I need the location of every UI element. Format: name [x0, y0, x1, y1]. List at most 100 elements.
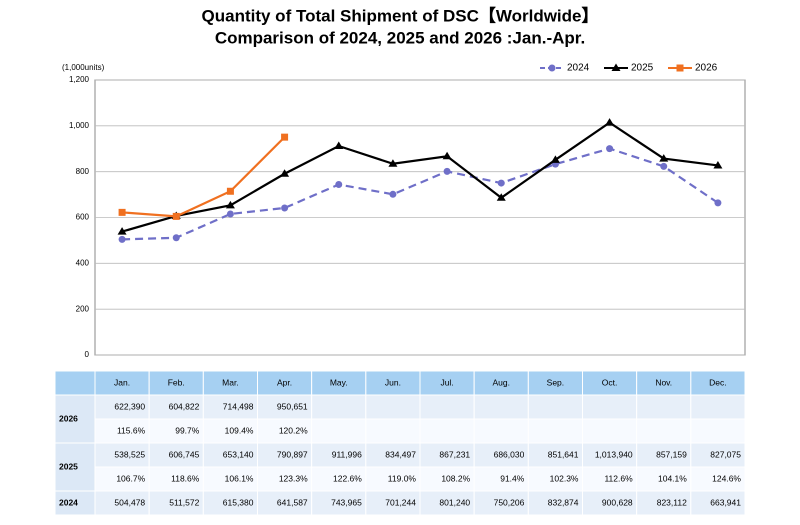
table-header-cell	[94, 370, 150, 396]
table-header-label: Jan.	[114, 377, 130, 387]
marker	[548, 64, 556, 72]
table-cell-text: 832,874	[548, 497, 579, 507]
table-cell-text: 123.3%	[279, 473, 308, 483]
table-cell-text: 118.6%	[171, 473, 200, 483]
table-row-label: 2026	[59, 413, 78, 423]
y-tick-label: 0	[85, 350, 90, 359]
marker	[118, 235, 126, 243]
table-cell	[148, 466, 204, 492]
table-cell-text: 653,140	[223, 449, 254, 459]
table-cell	[311, 442, 367, 468]
legend-label: 2024	[567, 63, 590, 74]
table-cell	[473, 490, 529, 516]
table-cell-text: 604,822	[169, 401, 200, 411]
table-cell	[311, 394, 367, 420]
table-cell	[527, 466, 583, 492]
marker	[388, 159, 398, 167]
y-tick-label: 600	[76, 213, 90, 222]
table-cell-text: 106.7%	[116, 473, 145, 483]
series-line	[122, 147, 719, 241]
table-cell	[582, 418, 638, 444]
table-cell	[257, 490, 313, 516]
marker	[496, 193, 506, 201]
table-cell-text: 790,897	[277, 449, 308, 459]
table-cell	[365, 394, 421, 420]
table-cell	[257, 442, 313, 468]
table-cell-text: 1,013,940	[595, 449, 633, 459]
y-tick-label: 200	[76, 304, 90, 313]
marker	[443, 167, 451, 175]
table-cell	[690, 394, 746, 420]
table-cell	[690, 442, 746, 468]
table-cell-text: 857,159	[656, 449, 687, 459]
marker	[497, 179, 505, 187]
table-cell-text: 115.6%	[117, 425, 146, 435]
table-cell	[365, 418, 421, 444]
series-line	[122, 136, 286, 218]
table-header-label: Jul.	[440, 377, 453, 387]
table-header-label: Mar.	[222, 377, 239, 387]
table-cell-text: 834,497	[385, 449, 416, 459]
table-cell	[94, 418, 150, 444]
table-cell	[527, 490, 583, 516]
marker	[605, 118, 615, 126]
table-header-cell	[202, 370, 258, 396]
table-cell-text: 122.6%	[333, 473, 362, 483]
table-header-label: Nov.	[655, 377, 672, 387]
table-cell-text: 641,587	[277, 497, 308, 507]
y-tick-label: 1,200	[69, 75, 90, 84]
marker	[442, 151, 452, 160]
table-cell	[636, 394, 692, 420]
marker	[714, 199, 722, 207]
table-cell	[257, 394, 313, 420]
table-header-label: May.	[330, 377, 348, 387]
marker	[660, 162, 668, 170]
table-header-label: Jun.	[385, 377, 401, 387]
marker	[335, 181, 343, 189]
table-cell-text: 615,380	[223, 497, 254, 507]
marker	[117, 227, 127, 235]
table-cell	[690, 490, 746, 516]
table-cell-text: 102.3%	[550, 473, 579, 483]
marker	[172, 212, 180, 220]
marker	[118, 208, 126, 216]
marker	[550, 155, 560, 163]
marker	[280, 169, 290, 177]
table-cell-text: 108.2%	[441, 473, 470, 483]
y-tick-label: 1,000	[69, 121, 90, 130]
marker	[226, 187, 234, 195]
table-cell	[311, 466, 367, 492]
table-cell-text: 867,231	[439, 449, 470, 459]
table-cell-text: 120.2%	[279, 425, 308, 435]
marker	[676, 64, 684, 72]
table-cell-text: 714,498	[223, 401, 254, 411]
table-header-cell	[690, 370, 746, 396]
table-cell-text: 99.7%	[175, 425, 200, 435]
table-header-label: Aug.	[493, 377, 511, 387]
legend-label: 2026	[695, 63, 718, 74]
y-unit-label: (1,000units)	[62, 63, 105, 72]
table-cell-text: 106.1%	[225, 473, 254, 483]
table-cell-text: 827,075	[710, 449, 741, 459]
table-header-cell	[148, 370, 204, 396]
marker	[659, 154, 669, 162]
table-cell-text: 663,941	[710, 497, 741, 507]
table-cell	[473, 394, 529, 420]
table-cell-text: 801,240	[439, 497, 470, 507]
marker	[226, 210, 234, 218]
table-header-label: Apr.	[277, 377, 292, 387]
y-tick-label: 400	[76, 258, 90, 267]
table-cell	[527, 418, 583, 444]
table-cell-text: 622,390	[114, 401, 145, 411]
table-header-label: Feb.	[168, 377, 185, 387]
table-cell	[202, 442, 258, 468]
table-cell-text: 900,628	[602, 497, 633, 507]
table-cell	[257, 418, 313, 444]
table-header-label: Dec.	[709, 377, 726, 387]
marker	[225, 200, 235, 209]
table-cell-text: 911,996	[332, 449, 362, 459]
table-cell-text: 504,478	[114, 497, 145, 507]
marker	[606, 145, 614, 153]
